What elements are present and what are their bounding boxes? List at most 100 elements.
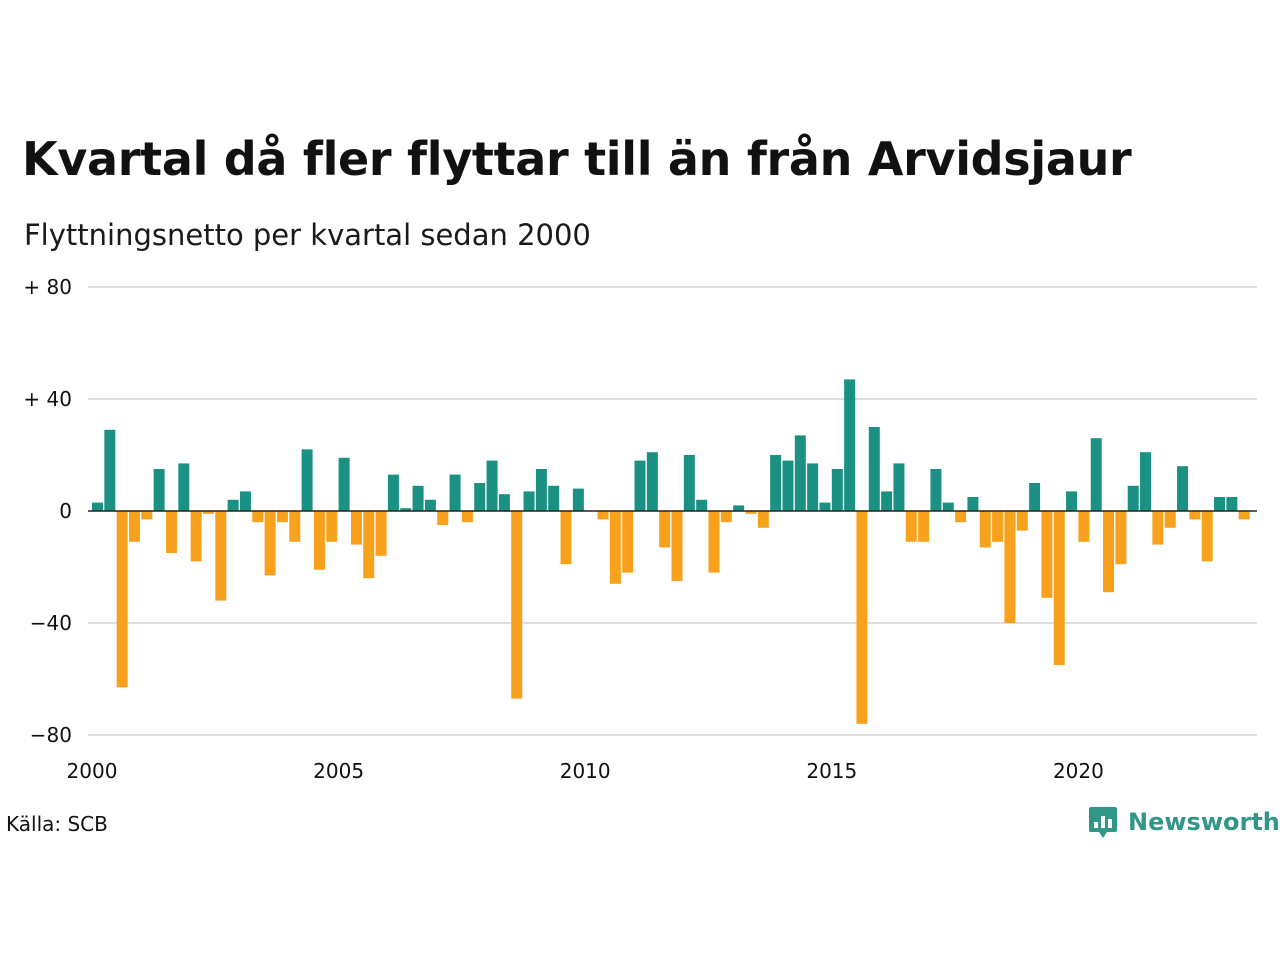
- bar: [375, 511, 387, 556]
- newsworthy-logo-icon: [1089, 807, 1117, 838]
- bar: [856, 511, 868, 724]
- bar: [141, 511, 153, 520]
- bar: [881, 491, 893, 511]
- bar: [930, 469, 942, 511]
- bar: [190, 511, 202, 562]
- bar: [264, 511, 276, 576]
- bar: [844, 379, 856, 511]
- bar: [1041, 511, 1053, 598]
- bar: [461, 511, 473, 523]
- bar: [905, 511, 917, 542]
- bar: [942, 502, 954, 511]
- x-tick-label: 2020: [1053, 759, 1104, 783]
- bar: [1115, 511, 1127, 565]
- bar: [1127, 485, 1139, 511]
- chart-subtitle: Flyttningsnetto per kvartal sedan 2000: [24, 218, 591, 252]
- bar: [708, 511, 720, 573]
- chart-title: Kvartal då fler flyttar till än från Arv…: [22, 132, 1132, 186]
- bar: [770, 455, 782, 511]
- bar: [1164, 511, 1176, 528]
- bar: [1029, 483, 1041, 511]
- bar: [683, 455, 695, 511]
- bar: [412, 485, 424, 511]
- bar: [831, 469, 843, 511]
- bar: [535, 469, 547, 511]
- bar: [1090, 438, 1102, 511]
- bar: [474, 483, 486, 511]
- bar: [276, 511, 288, 523]
- bar: [116, 511, 128, 688]
- bar: [338, 457, 350, 511]
- bar: [128, 511, 140, 542]
- bar: [782, 460, 794, 511]
- bar: [498, 494, 510, 511]
- bar: [634, 460, 646, 511]
- x-tick-label: 2015: [806, 759, 857, 783]
- bar: [1238, 511, 1250, 520]
- bar: [437, 511, 449, 525]
- bar: [609, 511, 621, 584]
- bar: [227, 499, 239, 511]
- bar: [511, 511, 523, 699]
- bar: [1004, 511, 1016, 623]
- bar: [745, 511, 757, 514]
- brand-logo: Newsworthy: [1088, 804, 1280, 840]
- bar: [153, 469, 165, 511]
- bar: [1103, 511, 1115, 593]
- bar: [363, 511, 375, 579]
- bar: [1140, 452, 1152, 511]
- bar: [1189, 511, 1201, 520]
- bar: [486, 460, 498, 511]
- bar: [671, 511, 683, 581]
- bar: [868, 427, 880, 511]
- bar: [1201, 511, 1213, 562]
- bar: [696, 499, 708, 511]
- bar: [720, 511, 732, 523]
- bar: [301, 449, 313, 511]
- bar: [1226, 497, 1238, 511]
- y-axis-labels: + 80 + 40 0 −40 −80: [23, 275, 72, 747]
- bar: [819, 502, 831, 511]
- bar: [400, 508, 412, 511]
- bar: [215, 511, 227, 601]
- bar: [313, 511, 325, 570]
- bar: [424, 499, 436, 511]
- bar: [1016, 511, 1028, 531]
- bar: [165, 511, 177, 553]
- bar: [893, 463, 905, 511]
- bar: [992, 511, 1004, 542]
- bar: [326, 511, 338, 542]
- x-tick-label: 2000: [67, 759, 118, 783]
- bar: [807, 463, 819, 511]
- bar: [548, 485, 560, 511]
- bar: [449, 474, 461, 511]
- bar: [967, 497, 979, 511]
- x-axis-labels: 2000 2005 2010 2015 2020: [67, 759, 1104, 783]
- bar: [918, 511, 930, 542]
- bar: [955, 511, 967, 523]
- y-tick-label: −40: [30, 611, 72, 635]
- bar: [92, 502, 103, 511]
- bar: [733, 505, 745, 511]
- source-note: Källa: SCB: [6, 812, 108, 836]
- bar: [350, 511, 362, 545]
- bar: [1152, 511, 1164, 545]
- bar: [387, 474, 399, 511]
- bar: [659, 511, 671, 548]
- brand-name: Newsworthy: [1128, 808, 1280, 836]
- bar: [1053, 511, 1065, 665]
- bar: [597, 511, 609, 520]
- bar: [1214, 497, 1226, 511]
- bar: [1177, 466, 1189, 511]
- bar: [202, 511, 214, 514]
- bar: [104, 429, 116, 511]
- bars: [92, 379, 1250, 724]
- y-tick-label: + 80: [23, 275, 72, 299]
- bar: [622, 511, 634, 573]
- bar: [252, 511, 264, 523]
- bar: [560, 511, 572, 565]
- x-tick-label: 2010: [560, 759, 611, 783]
- y-tick-label: 0: [59, 499, 72, 523]
- bar: [757, 511, 769, 528]
